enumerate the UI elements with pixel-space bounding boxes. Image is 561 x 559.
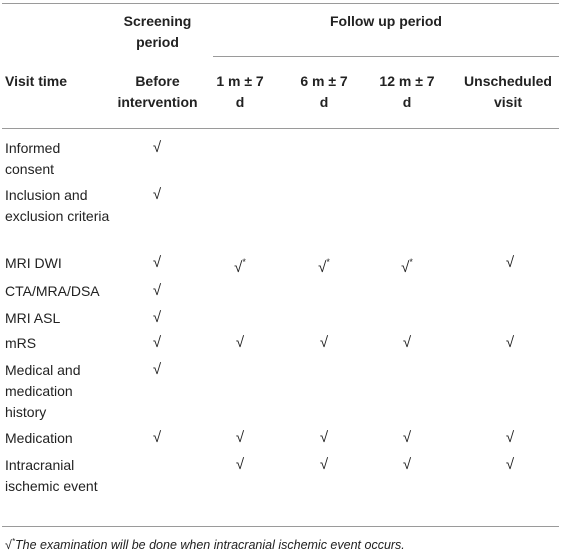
header-1m: 1 m ± 7 d bbox=[216, 73, 264, 110]
table-top-rule bbox=[2, 3, 559, 4]
row-label: mRS bbox=[5, 335, 37, 351]
header-screening-period: Screening period bbox=[123, 13, 192, 50]
check-mark: √ bbox=[387, 456, 427, 474]
check-glyph: √ bbox=[402, 429, 412, 446]
check-glyph: √ bbox=[402, 334, 412, 351]
row-label: Medication bbox=[5, 430, 73, 446]
check-glyph: √ bbox=[319, 334, 329, 351]
header-before-intervention: Before intervention bbox=[117, 73, 198, 110]
check-mark: √ bbox=[387, 429, 427, 447]
footnote: √*The examination will be done when intr… bbox=[5, 537, 405, 552]
check-glyph: √ bbox=[505, 334, 515, 351]
check-mark: √ bbox=[490, 254, 530, 272]
check-mark: √ bbox=[490, 429, 530, 447]
header-visit-time: Visit time bbox=[5, 73, 67, 89]
check-mark: √ bbox=[137, 361, 177, 379]
check-mark: √ bbox=[220, 456, 260, 474]
check-mark: √ bbox=[137, 139, 177, 157]
check-mark: √* bbox=[304, 254, 344, 277]
footnote-star: * bbox=[11, 537, 15, 546]
check-glyph: √ bbox=[402, 456, 412, 473]
header-bottom-rule bbox=[2, 128, 559, 129]
check-mark: √* bbox=[387, 254, 427, 277]
check-glyph: √ bbox=[152, 282, 162, 299]
check-glyph: √ bbox=[152, 429, 162, 446]
check-glyph: √ bbox=[152, 361, 162, 378]
check-glyph: √ bbox=[152, 309, 162, 326]
footnote-text: The examination will be done when intrac… bbox=[15, 538, 405, 553]
header-6m: 6 m ± 7 d bbox=[300, 73, 348, 110]
followup-subrule bbox=[213, 56, 559, 57]
check-glyph: √ bbox=[234, 259, 243, 276]
check-glyph: √ bbox=[318, 259, 327, 276]
table-bottom-rule bbox=[2, 526, 559, 527]
row-label: MRI ASL bbox=[5, 310, 61, 326]
check-glyph: √ bbox=[319, 456, 329, 473]
header-unscheduled-visit: Unscheduled visit bbox=[464, 73, 552, 110]
check-mark: √ bbox=[137, 334, 177, 352]
header-12m: 12 m ± 7 d bbox=[379, 73, 435, 110]
check-star: * bbox=[242, 257, 246, 267]
check-mark: √ bbox=[304, 429, 344, 447]
check-mark: √ bbox=[387, 334, 427, 352]
check-glyph: √ bbox=[505, 456, 515, 473]
check-mark: √ bbox=[304, 456, 344, 474]
check-glyph: √ bbox=[235, 429, 245, 446]
check-mark: √ bbox=[137, 429, 177, 447]
check-glyph: √ bbox=[401, 259, 410, 276]
check-glyph: √ bbox=[505, 429, 515, 446]
check-mark: √ bbox=[490, 334, 530, 352]
check-glyph: √ bbox=[235, 334, 245, 351]
row-label: Inclusion and exclusion criteria bbox=[5, 187, 110, 224]
check-glyph: √ bbox=[152, 334, 162, 351]
check-star: * bbox=[409, 257, 413, 267]
check-mark: √ bbox=[137, 309, 177, 327]
check-glyph: √ bbox=[152, 139, 162, 156]
footnote-mark: √ bbox=[5, 538, 12, 553]
check-glyph: √ bbox=[235, 456, 245, 473]
row-label: Intracranial ischemic event bbox=[5, 457, 98, 494]
check-mark: √* bbox=[220, 254, 260, 277]
row-label: Medical and medication history bbox=[5, 362, 81, 420]
check-mark: √ bbox=[137, 186, 177, 204]
row-label: CTA/MRA/DSA bbox=[5, 283, 100, 299]
check-mark: √ bbox=[137, 282, 177, 300]
check-mark: √ bbox=[490, 456, 530, 474]
check-mark: √ bbox=[220, 334, 260, 352]
check-mark: √ bbox=[304, 334, 344, 352]
check-glyph: √ bbox=[152, 254, 162, 271]
row-label: Informed consent bbox=[5, 140, 61, 177]
check-star: * bbox=[326, 257, 330, 267]
check-glyph: √ bbox=[505, 254, 515, 271]
row-label: MRI DWI bbox=[5, 255, 62, 271]
check-glyph: √ bbox=[319, 429, 329, 446]
header-followup-period: Follow up period bbox=[330, 13, 442, 29]
check-mark: √ bbox=[137, 254, 177, 272]
check-glyph: √ bbox=[152, 186, 162, 203]
check-mark: √ bbox=[220, 429, 260, 447]
